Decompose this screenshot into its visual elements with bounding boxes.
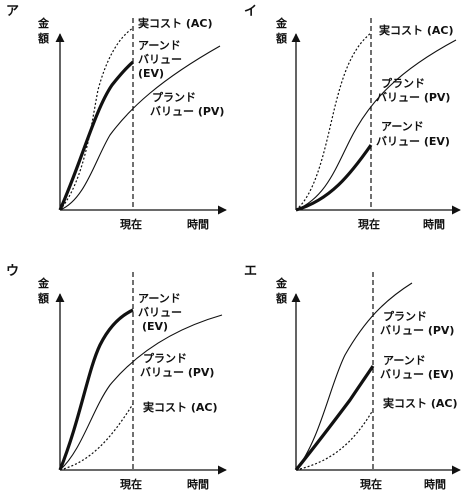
ev-label-line3: (EV)	[142, 320, 168, 333]
y-axis-label-top: 金	[37, 16, 50, 30]
now-label: 現在	[358, 217, 380, 231]
ev-label-line2: バリュー (EV)	[380, 368, 454, 381]
ac-label: 実コスト (AC)	[143, 400, 217, 414]
pv-label-line1: プランド	[381, 76, 425, 90]
ev-label-line2: バリュー	[138, 53, 182, 66]
ac-label: 実コスト (AC)	[379, 23, 453, 37]
pv-label-line2: バリュー (PV)	[376, 91, 450, 104]
pv-curve	[295, 282, 413, 471]
pv-label-line1: プランド	[383, 309, 427, 323]
x-axis-label: 時間	[423, 217, 445, 231]
pv-label-line2: バリュー (PV)	[140, 366, 214, 379]
ac-curve	[295, 409, 374, 471]
ac-label: 実コスト (AC)	[383, 396, 457, 410]
y-axis-label-top: 金	[275, 276, 288, 290]
panel-u: ウ 金 額 アーンド バリュー (EV) プランド バリュー (PV) 実コスト…	[6, 264, 227, 491]
ev-curve	[294, 365, 375, 471]
y-axis-label-top: 金	[37, 276, 50, 290]
panel-i: イ 金 額 実コスト (AC) プランド バリュー (PV) アーンド バリュー…	[244, 4, 461, 231]
panel-label: イ	[244, 4, 257, 19]
y-axis-label-bottom: 額	[275, 291, 287, 305]
now-label: 現在	[120, 217, 142, 231]
pv-label-line2: バリュー (PV)	[150, 105, 224, 118]
panel-e: エ 金 額 プランド バリュー (PV) アーンド バリュー (EV) 実コスト…	[244, 264, 461, 491]
ev-label-line1: アーンド	[383, 354, 426, 367]
panel-label: ウ	[6, 264, 19, 279]
y-axis-label-bottom: 額	[37, 31, 49, 45]
pv-curve	[59, 314, 223, 471]
ac-curve	[59, 27, 134, 211]
ev-label-line3: (EV)	[138, 67, 164, 80]
panel-label: ア	[6, 4, 19, 19]
ev-label-line2: バリュー (EV)	[376, 135, 450, 148]
ev-label-line1: アーンド	[381, 120, 424, 133]
ac-curve	[295, 32, 372, 211]
panel-label: エ	[244, 264, 257, 279]
pv-label-line1: プランド	[143, 351, 187, 365]
x-axis-label: 時間	[187, 217, 209, 231]
pv-label-line2: バリュー (PV)	[380, 324, 454, 337]
now-label: 現在	[120, 477, 142, 491]
ev-curve	[295, 144, 373, 212]
now-label: 現在	[360, 477, 382, 491]
ac-label: 実コスト (AC)	[138, 16, 212, 30]
ev-label-line1: アーンド	[138, 39, 181, 52]
y-axis-label-bottom: 額	[275, 31, 287, 45]
y-axis-label-bottom: 額	[37, 291, 49, 305]
pv-label-line1: プランド	[152, 90, 196, 104]
pv-curve	[59, 45, 221, 211]
pv-curve	[295, 39, 457, 211]
y-axis-label-top: 金	[275, 16, 288, 30]
ev-curve	[58, 60, 135, 211]
ev-label-line2: バリュー	[138, 306, 182, 319]
x-axis-label: 時間	[187, 477, 209, 491]
panel-a: ア 金 額 実コスト (AC) アーンド バリュー (EV) プランド バリュー…	[6, 4, 227, 231]
ev-curve	[58, 308, 134, 471]
x-axis-label: 時間	[424, 477, 446, 491]
ev-label-line1: アーンド	[138, 292, 181, 305]
ac-curve	[59, 403, 134, 471]
